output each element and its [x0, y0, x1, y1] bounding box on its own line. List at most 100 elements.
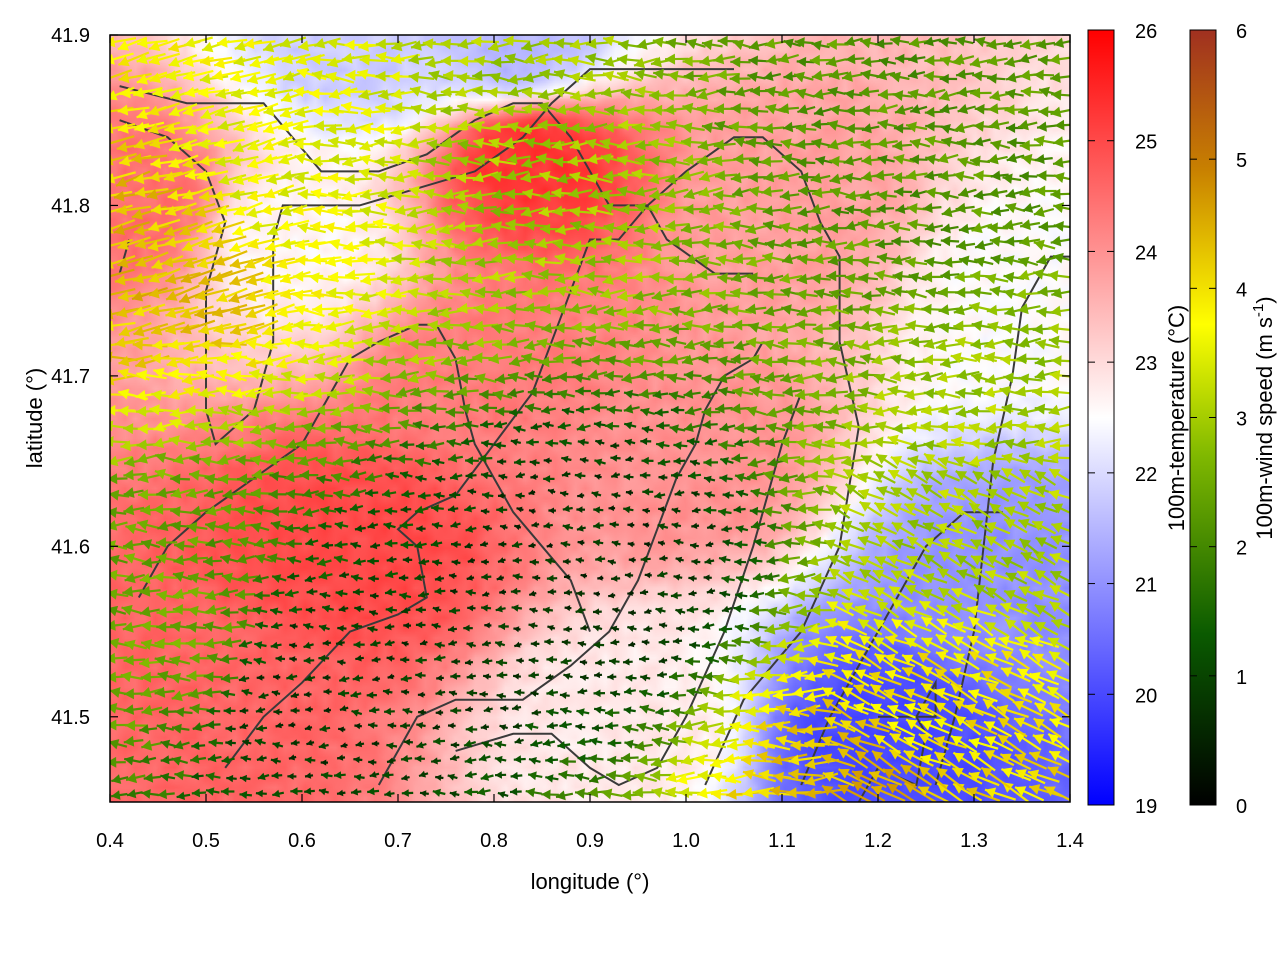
wind-arrow — [318, 624, 330, 632]
wind-arrow — [205, 787, 220, 796]
wind-arrow — [125, 772, 146, 784]
wind-arrow — [123, 755, 142, 766]
wind-arrow — [821, 686, 851, 704]
wind-arrow — [448, 639, 458, 646]
wind-arrow — [205, 604, 227, 616]
wind-arrow — [154, 655, 176, 666]
wind-arrow — [463, 739, 477, 748]
wind-arrow — [203, 671, 223, 683]
wind-arrow — [451, 658, 461, 665]
wind-arrow — [481, 741, 493, 749]
wind-arrow — [873, 652, 902, 673]
x-tick-label: 0.6 — [288, 830, 316, 852]
wind-arrow — [593, 641, 605, 649]
wind-arrow — [419, 639, 428, 646]
wind-arrow — [1031, 653, 1062, 671]
wind-arrow — [141, 739, 162, 751]
wind-arrow — [676, 625, 685, 632]
wind-arrow — [481, 604, 492, 612]
wind-arrow — [450, 706, 462, 715]
wind-arrow — [123, 688, 145, 700]
wind-arrow — [604, 708, 620, 718]
wind-arrow — [387, 722, 397, 729]
wind-arrow — [191, 741, 206, 751]
wind-arrow — [983, 749, 1015, 767]
wind-arrow — [318, 742, 329, 750]
wind-arrow — [632, 787, 656, 798]
wind-arrow — [966, 635, 997, 653]
wind-arrow — [872, 636, 899, 655]
wind-arrow — [876, 600, 900, 619]
wind-arrow — [904, 606, 933, 619]
wind-arrow — [236, 619, 256, 630]
wind-arrow — [171, 723, 190, 734]
wind-arrow — [287, 773, 297, 780]
wind-arrow — [579, 659, 588, 666]
wind-arrow — [495, 605, 506, 613]
wind-arrow — [270, 757, 281, 765]
wind-arrow — [786, 787, 822, 799]
wind-arrow — [636, 722, 654, 732]
wind-arrow — [1034, 568, 1057, 586]
colorbar-tick-label: 26 — [1135, 21, 1157, 43]
wind-arrow — [873, 618, 898, 638]
wind-arrow — [741, 754, 775, 766]
wind-colorbar-label-main: 100m-wind speed (m s — [1252, 317, 1277, 540]
wind-arrow — [124, 572, 145, 584]
wind-arrow — [305, 606, 316, 614]
wind-arrow — [497, 791, 509, 799]
wind-arrow — [576, 708, 590, 717]
wind-arrow — [997, 716, 1028, 738]
wind-arrow — [483, 706, 493, 713]
wind-arrow — [956, 568, 980, 580]
wind-arrow — [480, 723, 490, 731]
wind-arrow — [853, 702, 884, 715]
wind-arrow — [542, 606, 554, 614]
wind-arrow — [355, 740, 365, 748]
wind-arrow — [238, 572, 259, 584]
wind-arrow — [689, 641, 701, 649]
wind-arrow — [169, 672, 191, 684]
wind-arrow — [980, 766, 1011, 789]
wind-arrow — [241, 688, 253, 697]
wind-arrow — [1028, 751, 1062, 766]
wind-arrow — [366, 691, 377, 699]
wind-arrow — [434, 575, 445, 582]
wind-arrow — [418, 770, 429, 778]
wind-arrow — [562, 558, 571, 565]
wind-arrow — [484, 622, 492, 629]
wind-arrow — [655, 607, 666, 615]
wind-arrow — [546, 708, 559, 717]
wind-arrow — [322, 639, 332, 647]
wind-arrow — [290, 739, 300, 746]
wind-arrow — [837, 747, 869, 769]
wind-arrow — [857, 618, 883, 636]
wind-arrow — [304, 772, 314, 779]
wind-arrow — [748, 556, 763, 565]
wind-arrow — [512, 673, 522, 680]
wind-arrow — [681, 719, 706, 731]
wind-arrow — [968, 737, 999, 750]
wind-arrow — [967, 605, 997, 617]
wind-arrow — [220, 787, 235, 796]
wind-arrow — [951, 587, 978, 602]
wind-arrow — [304, 674, 316, 682]
wind-arrow — [220, 607, 239, 618]
wind-arrow — [937, 567, 960, 583]
y-tick-label: 41.6 — [51, 536, 90, 558]
wind-arrow — [854, 749, 886, 774]
wind-arrow — [884, 669, 916, 683]
wind-arrow — [252, 606, 268, 615]
wind-arrow — [557, 741, 571, 750]
wind-arrow — [788, 768, 824, 780]
wind-arrow — [777, 573, 800, 584]
wind-arrow — [555, 790, 574, 801]
wind-arrow — [318, 654, 330, 662]
wind-arrow — [826, 600, 854, 617]
wind-arrow — [254, 641, 267, 650]
wind-arrow — [303, 656, 315, 665]
wind-arrow — [595, 555, 606, 563]
wind-arrow — [840, 653, 872, 667]
wind-arrow — [686, 605, 699, 614]
wind-arrow — [516, 657, 524, 664]
